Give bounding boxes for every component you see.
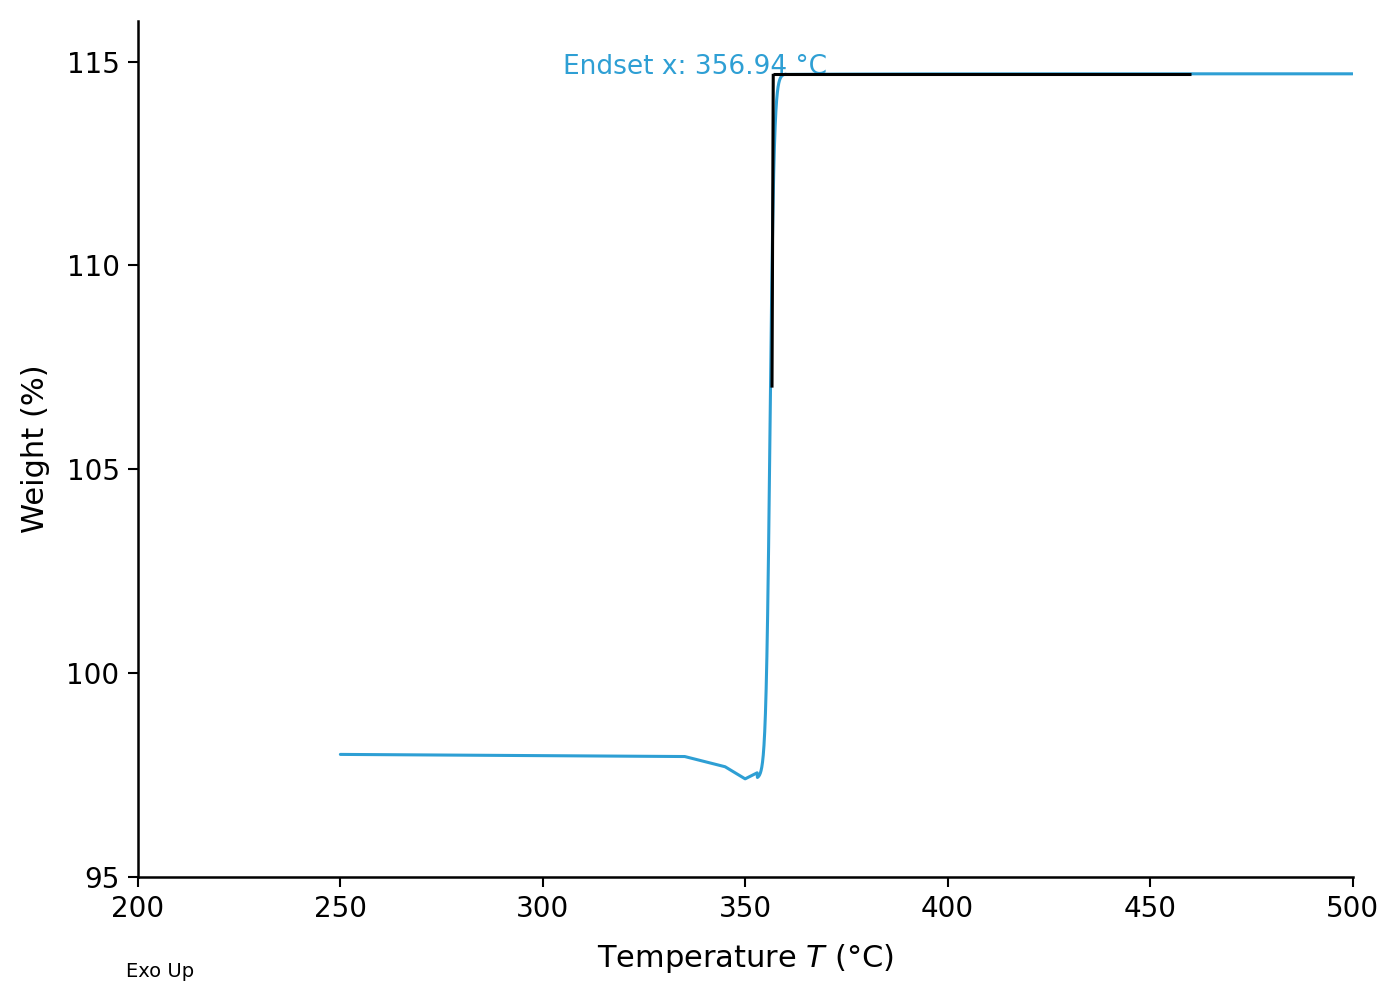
Y-axis label: Weight (%): Weight (%) — [21, 365, 50, 533]
Text: Exo Up: Exo Up — [126, 962, 193, 981]
Text: Endset x: 356.94 °C: Endset x: 356.94 °C — [563, 54, 827, 80]
X-axis label: Temperature $\it{T}$ (°C): Temperature $\it{T}$ (°C) — [596, 942, 893, 975]
